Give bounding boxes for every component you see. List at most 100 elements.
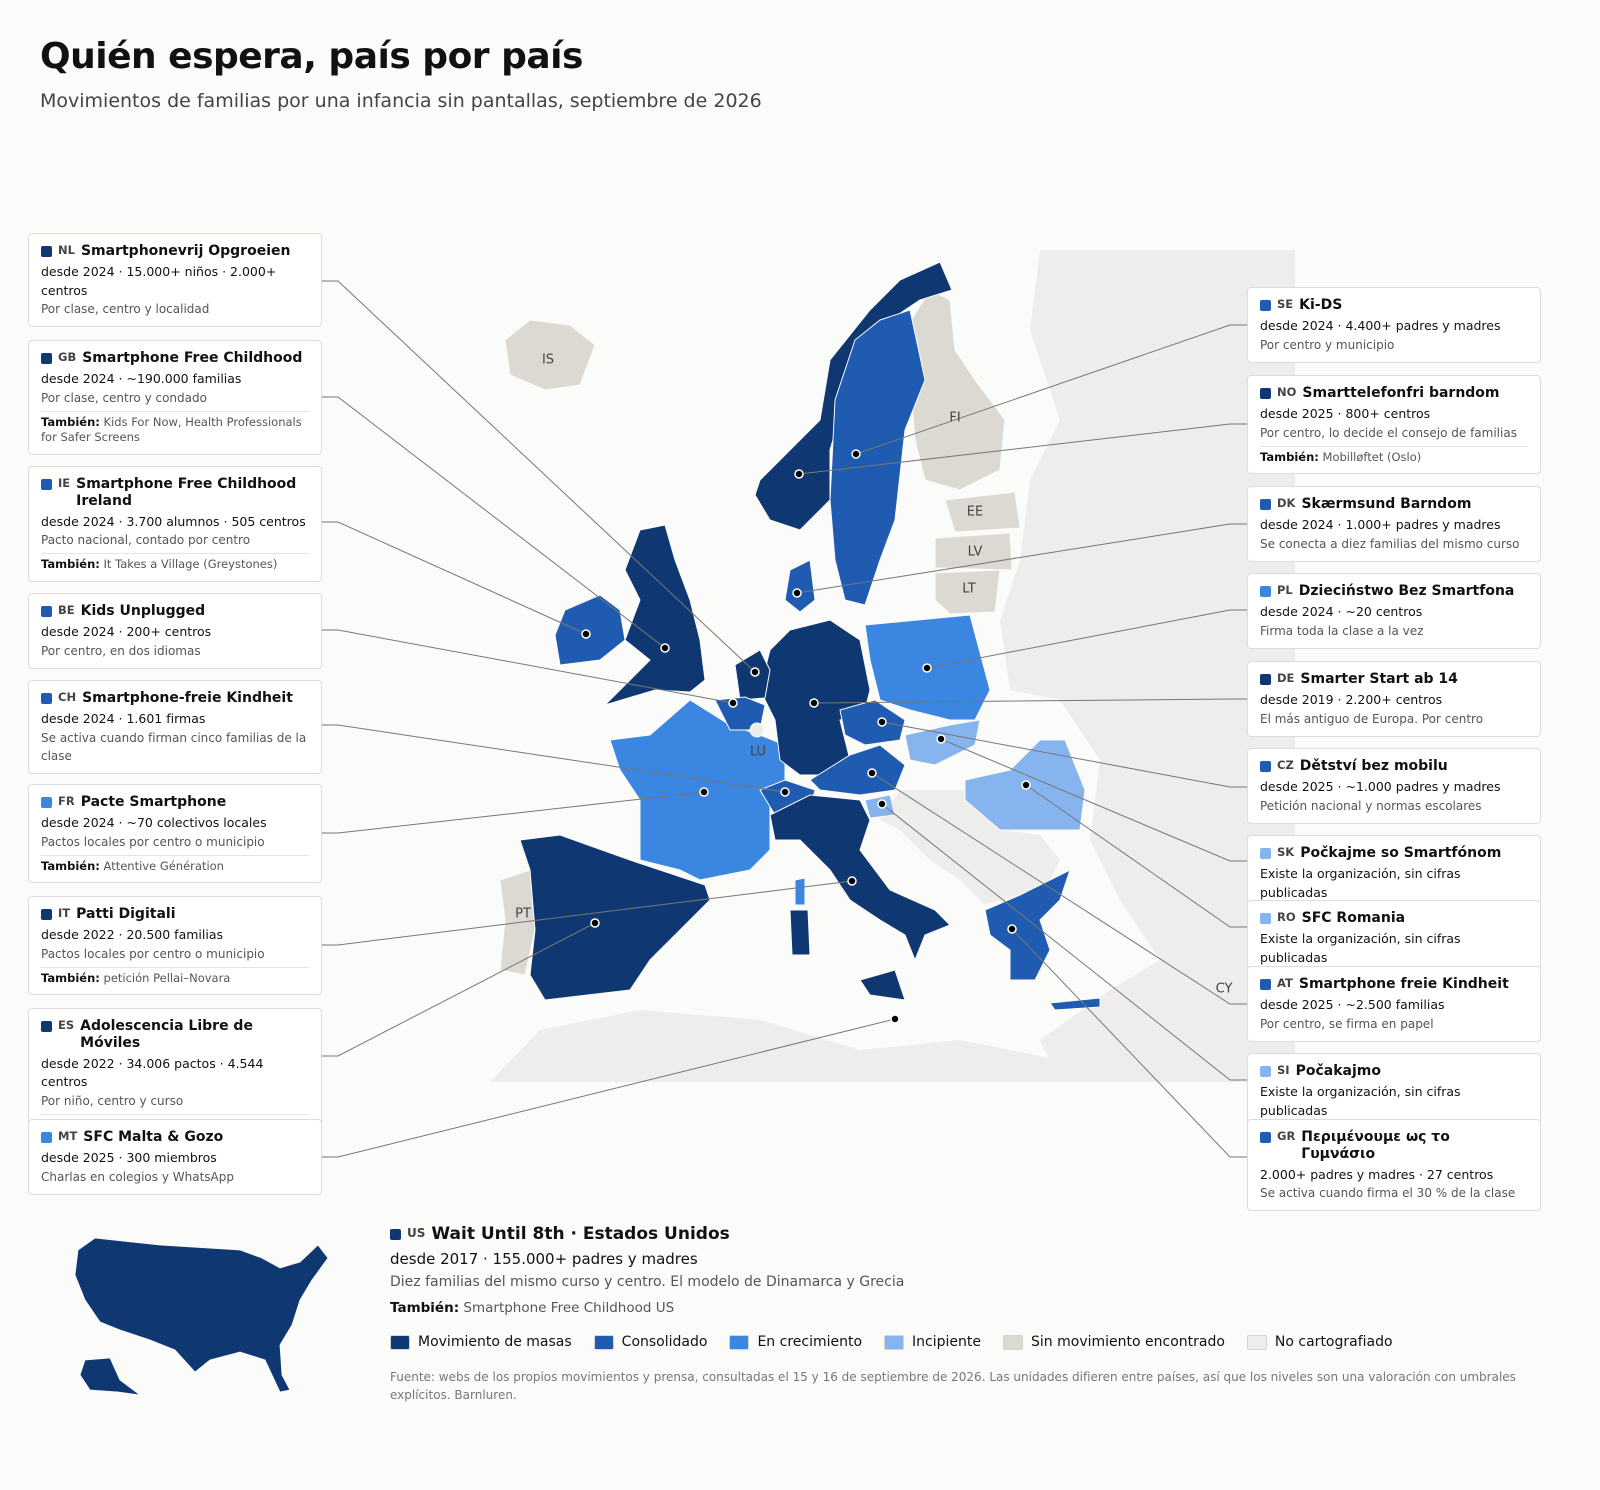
also-text: Attentive Génération — [103, 858, 224, 873]
country-code: GR — [1277, 1129, 1296, 1143]
legend-label: En crecimiento — [757, 1334, 863, 1350]
movement-name: Smarttelefonfri barndom — [1302, 385, 1500, 401]
country-code: NO — [1277, 385, 1297, 399]
card-header: CZ Dětství bez mobilu — [1260, 758, 1528, 775]
card-line: desde 2025 · ~2.500 familias — [1260, 996, 1445, 1012]
card-header: IT Patti Digitali — [41, 906, 309, 923]
sardinia — [789, 909, 811, 956]
also: También: Smartphone Free Childhood US — [390, 1296, 1540, 1317]
card-line: El más antiguo de Europa. Por centro — [1260, 711, 1484, 726]
card-line: desde 2024 · ~190.000 familias — [41, 370, 242, 386]
card: RO SFC Romania Existe la organización, sin… — [1247, 900, 1541, 977]
level-swatch — [1260, 586, 1271, 597]
country-code: GB — [58, 350, 77, 364]
map-labels: IS FI EE LV LT PT LU CY — [515, 353, 1232, 997]
card-line: desde 2025 · 300 miembros — [41, 1149, 217, 1165]
level-swatch — [1260, 1132, 1271, 1143]
card-header: US Wait Until 8th · Estados Unidos — [390, 1224, 1540, 1244]
map-label: PT — [515, 907, 531, 922]
card-line: desde 2017 · 155.000+ padres y madres — [390, 1250, 698, 1269]
country-dot — [890, 1014, 900, 1024]
also-label: También: — [41, 858, 100, 873]
level-swatch — [390, 1229, 401, 1240]
card-header: GR Περιμένουμε ως το Γυμνάσιο — [1260, 1129, 1528, 1163]
card-line: Existe la organización, sin cifras publi… — [1260, 865, 1461, 900]
country-dot — [877, 717, 887, 727]
finland — [904, 289, 1006, 491]
movement-name: Počakajmo — [1295, 1063, 1381, 1079]
card-line: desde 2024 · ~70 colectivos locales — [41, 814, 267, 830]
card-line: Existe la organización, sin cifras publi… — [1260, 1083, 1461, 1118]
country-dot — [867, 768, 877, 778]
map-label: LT — [962, 582, 975, 597]
legend-item: Sin movimiento encontrado — [1003, 1334, 1225, 1350]
card: IE Smartphone Free Childhood Ireland desde… — [28, 466, 322, 582]
spain — [519, 834, 711, 1001]
card-line: Por centro, lo decide el consejo de fami… — [1260, 425, 1517, 440]
level-swatch — [1260, 913, 1271, 924]
norway — [754, 261, 953, 531]
leader-line — [796, 523, 1247, 594]
level-swatch — [41, 693, 52, 704]
legend-item: Incipiente — [884, 1334, 981, 1350]
movement-name: Dzieciństwo Bez Smartfona — [1298, 583, 1515, 599]
luxembourg — [749, 722, 765, 738]
country-code: CH — [58, 690, 77, 704]
movement-name: Smartphone freie Kindheit — [1298, 976, 1509, 992]
card: FR Pacte Smartphone desde 2024 · ~70 colec… — [28, 784, 322, 884]
also: También: It Takes a Village (Greystones) — [41, 553, 309, 573]
country-dot — [877, 799, 887, 809]
card: IT Patti Digitali desde 2022 · 20.500 fami… — [28, 896, 322, 996]
map-label: LU — [750, 745, 766, 760]
card-line: Firma toda la clase a la vez — [1260, 623, 1424, 638]
leader-line — [871, 772, 1247, 1005]
legend-item: No cartografiado — [1246, 1334, 1393, 1350]
legend-swatch — [1003, 1334, 1024, 1350]
country-dot — [794, 469, 804, 479]
leader-line — [321, 922, 596, 1057]
leader-line — [1025, 784, 1247, 928]
country-code: IT — [58, 906, 71, 920]
legend-swatch — [729, 1334, 750, 1350]
card-header: CH Smartphone-freie Kindheit — [41, 690, 309, 707]
country-dot — [699, 787, 709, 797]
legend-label: No cartografiado — [1274, 1334, 1393, 1350]
card-line: desde 2022 · 20.500 familias — [41, 926, 224, 942]
country-dot — [728, 698, 738, 708]
level-swatch — [1260, 979, 1271, 990]
card-line: desde 2024 · 200+ centros — [41, 623, 212, 639]
card-line: desde 2019 · 2.200+ centros — [1260, 691, 1443, 707]
card-line: desde 2024 · 15.000+ niños · 2.000+ cent… — [41, 263, 277, 298]
map-label: IS — [542, 353, 554, 368]
us-map — [74, 1237, 329, 1396]
leader-line — [321, 880, 853, 946]
movement-name: Patti Digitali — [76, 906, 176, 922]
also-text: Kids For Now, Health Professionals for S… — [41, 414, 302, 445]
leader-line — [321, 724, 786, 793]
country-dot — [936, 734, 946, 744]
denmark — [784, 559, 816, 613]
also-label: También: — [41, 414, 100, 429]
sicily — [859, 969, 906, 1001]
map-label: CY — [1216, 982, 1233, 997]
card: DE Smarter Start ab 14 desde 2019 · 2.200+… — [1247, 661, 1541, 737]
austria — [809, 744, 906, 796]
countries — [499, 261, 1101, 1011]
card: NL Smartphonevrij Opgroeien desde 2024 · 1… — [28, 233, 322, 328]
source: Fuente: webs de los propios movimientos … — [390, 1370, 1516, 1402]
also-text: Smartphone Free Childhood US — [463, 1299, 675, 1316]
also: También: petición Pellai–Novara — [41, 966, 309, 987]
uk — [604, 524, 706, 706]
movement-name: Dětství bez mobilu — [1299, 758, 1448, 774]
legend-swatch — [593, 1334, 614, 1350]
card-line: desde 2024 · 3.700 alumnos · 505 centros — [41, 513, 306, 529]
card-line: Petición nacional y normas escolares — [1260, 798, 1482, 813]
country-dot — [1021, 780, 1031, 790]
movement-name: Περιμένουμε ως το Γυμνάσιο — [1301, 1129, 1450, 1162]
card-line: desde 2024 · 1.601 firmas — [41, 710, 206, 726]
country-code: RO — [1277, 910, 1296, 924]
also: También: Kids For Now, Health Profession… — [41, 410, 309, 446]
card: SK Počkajme so Smartfónom Existe la organi… — [1247, 835, 1541, 912]
sweden — [829, 309, 926, 606]
